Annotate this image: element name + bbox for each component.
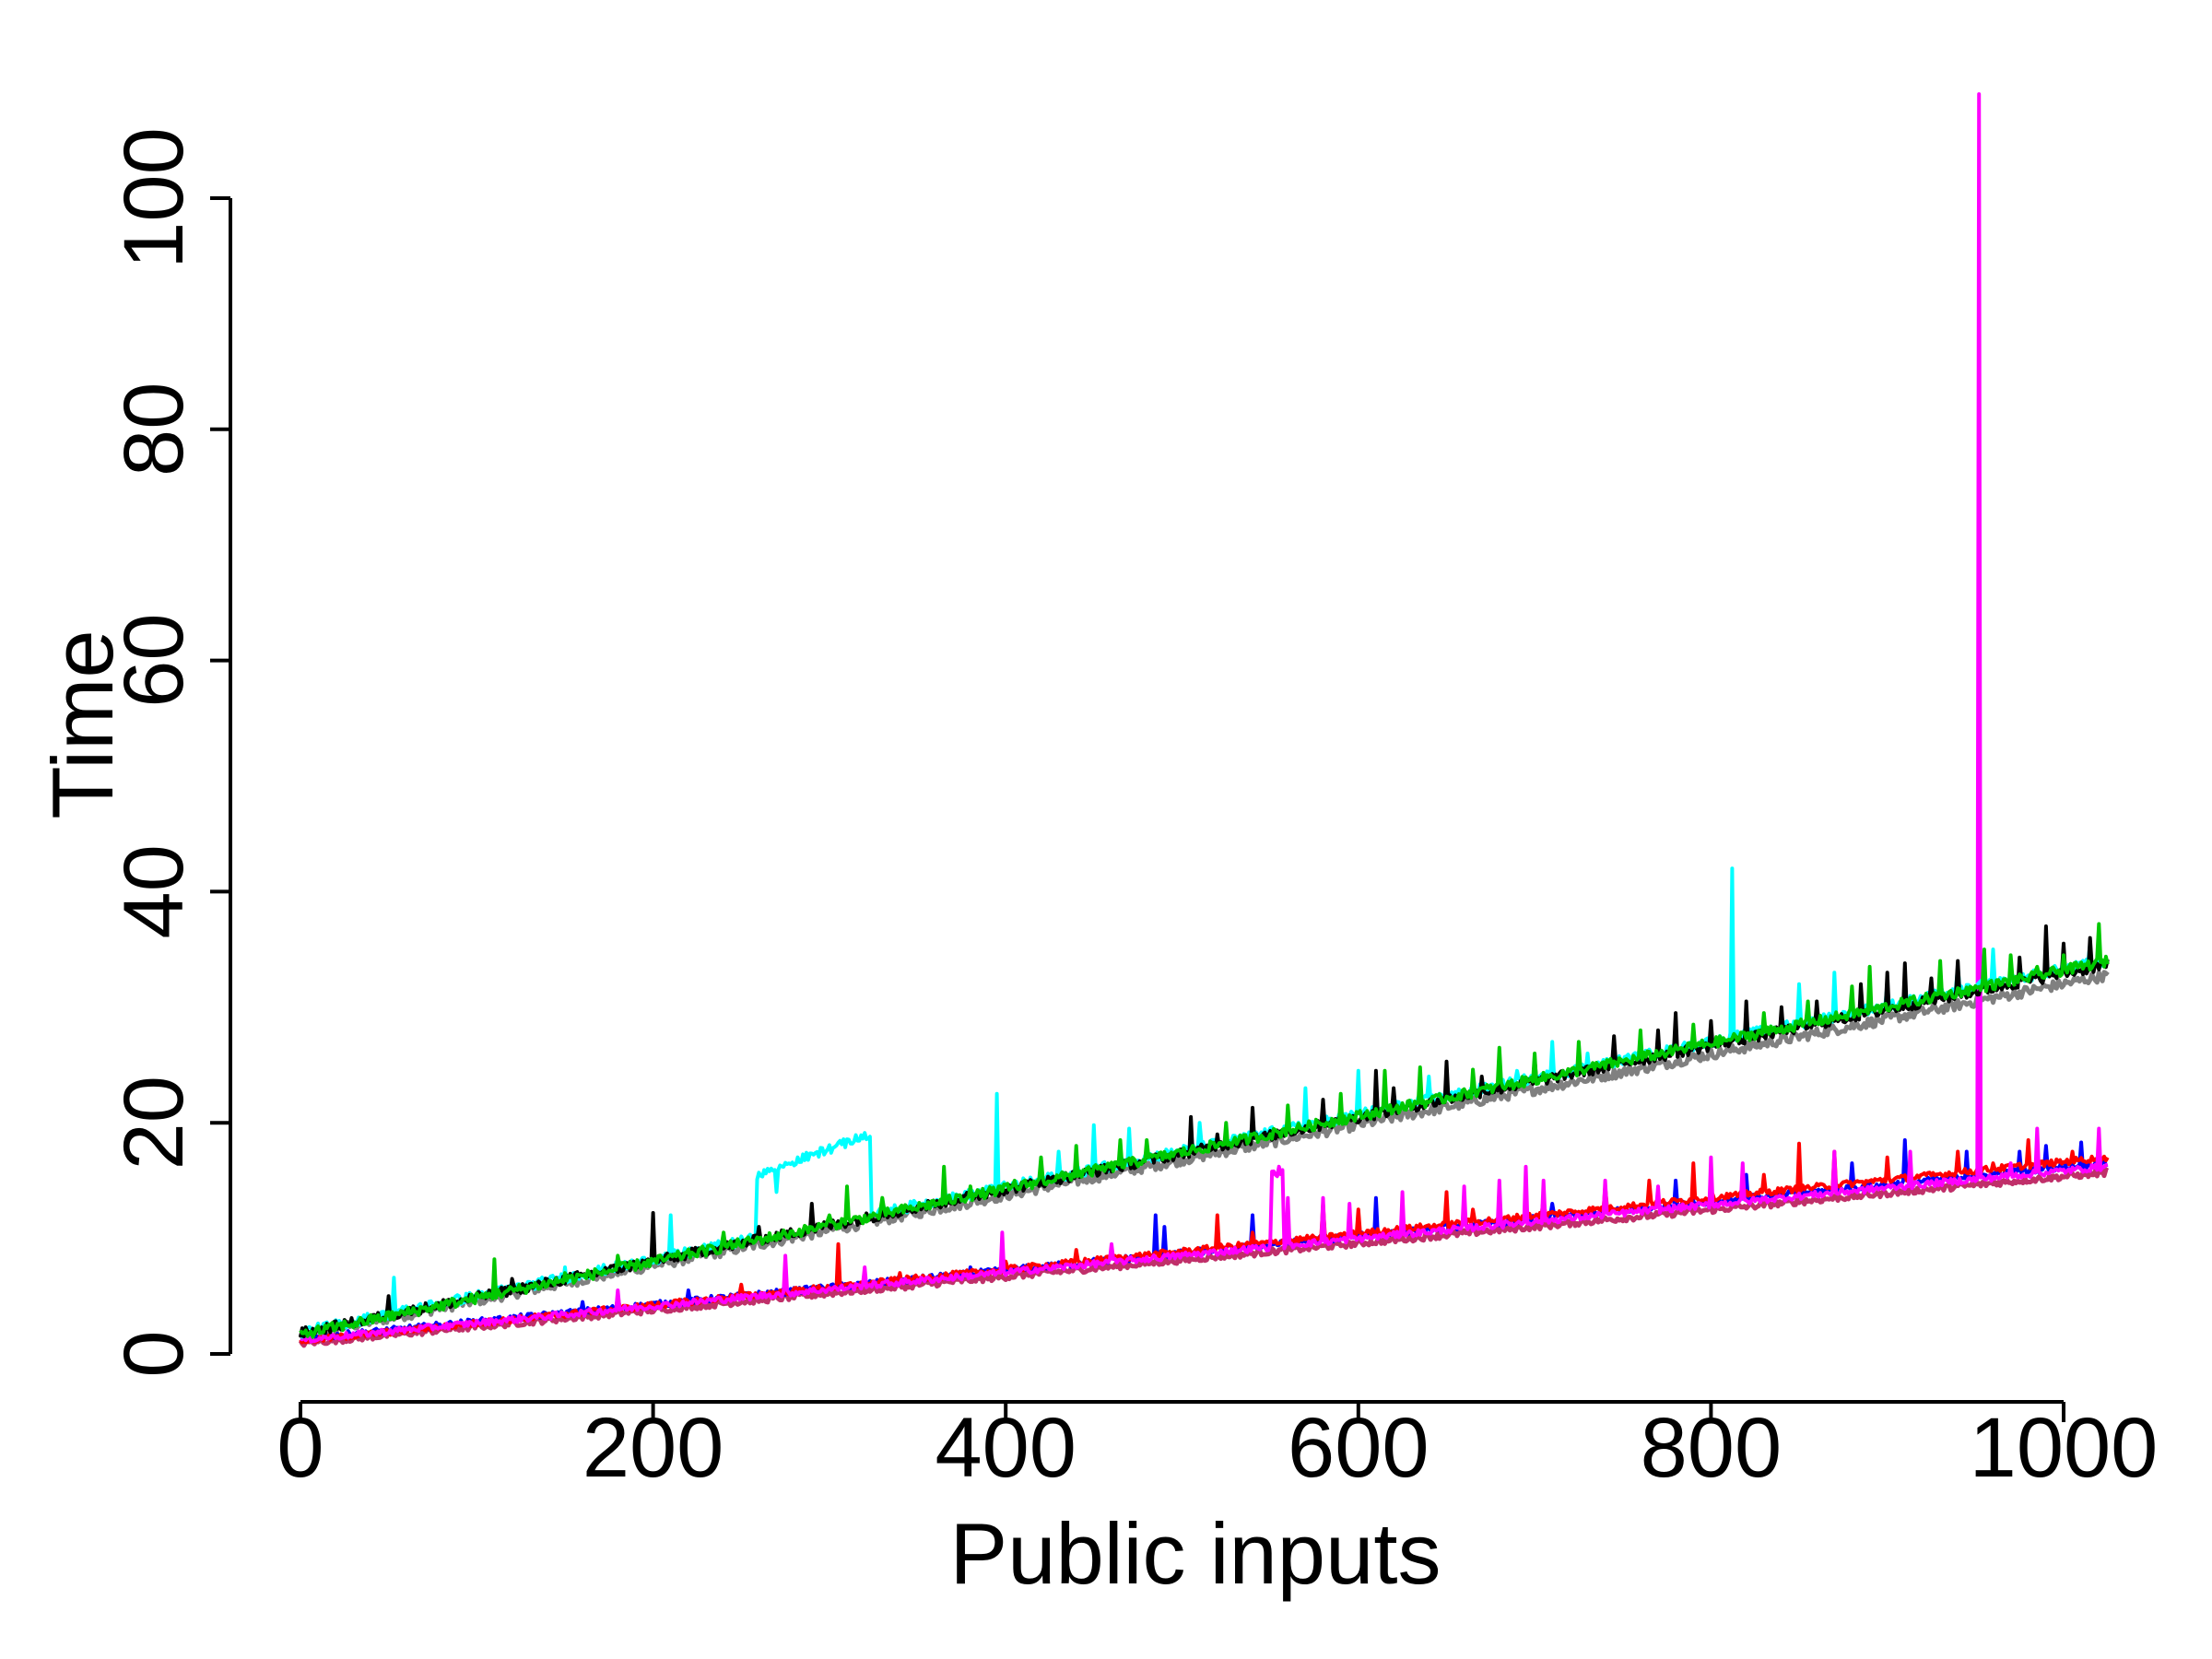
- x-tick-label: 200: [582, 1401, 724, 1495]
- series-line: [300, 92, 2109, 1344]
- x-tick-label: 400: [935, 1401, 1077, 1495]
- series-line: [299, 866, 2110, 1339]
- y-tick-label: 0: [107, 1330, 201, 1377]
- x-axis-title: Public inputs: [950, 1505, 1441, 1602]
- series-line: [298, 1167, 2110, 1348]
- y-tick-label: 80: [107, 382, 201, 477]
- x-tick-label: 0: [276, 1401, 324, 1495]
- series-line: [299, 922, 2110, 1339]
- x-tick-label: 1000: [1970, 1401, 2159, 1495]
- series-line: [298, 970, 2110, 1340]
- y-tick-label: 60: [107, 613, 201, 707]
- x-tick-label: 600: [1288, 1401, 1430, 1495]
- y-tick-label: 100: [107, 127, 201, 269]
- series-layer: [298, 92, 2110, 1348]
- x-tick-label: 800: [1641, 1401, 1783, 1495]
- x-axis: 0 200 400 600 800 1000: [276, 1400, 2159, 1495]
- y-tick-label: 40: [107, 844, 201, 938]
- y-axis-title: Time: [34, 629, 131, 818]
- y-axis: 0 20 40 60 80 100: [107, 127, 232, 1378]
- y-tick-label: 20: [107, 1076, 201, 1170]
